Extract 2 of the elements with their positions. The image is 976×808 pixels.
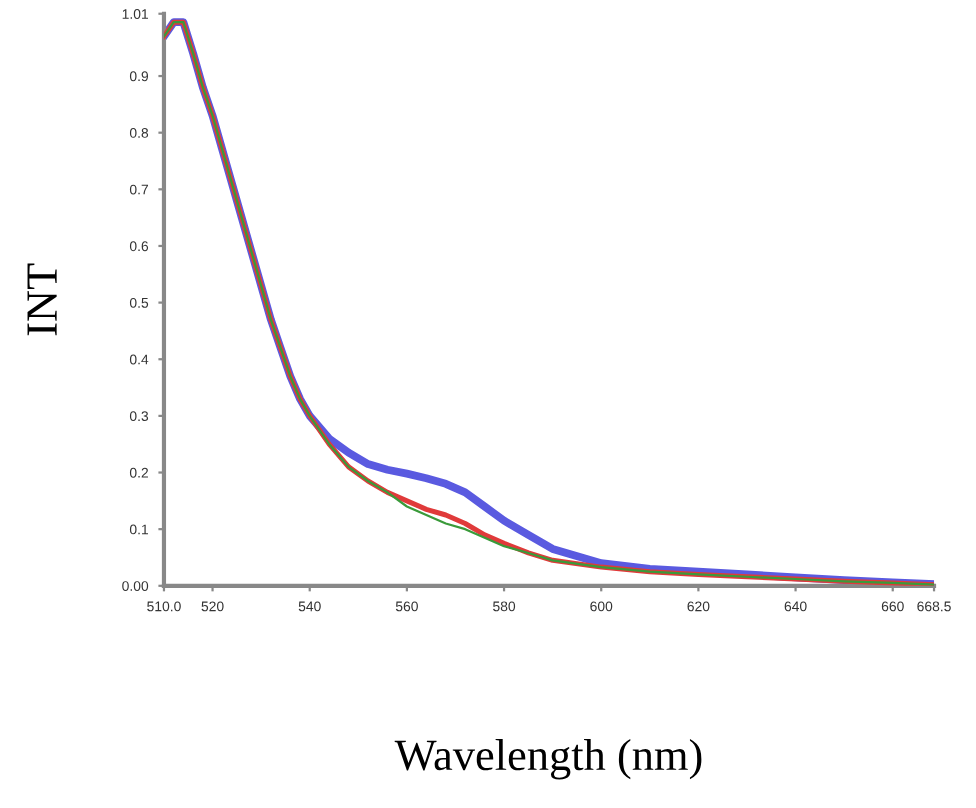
y-axis-title: INT — [27, 263, 57, 336]
x-axis-title: Wavelength (nm) — [394, 739, 702, 780]
